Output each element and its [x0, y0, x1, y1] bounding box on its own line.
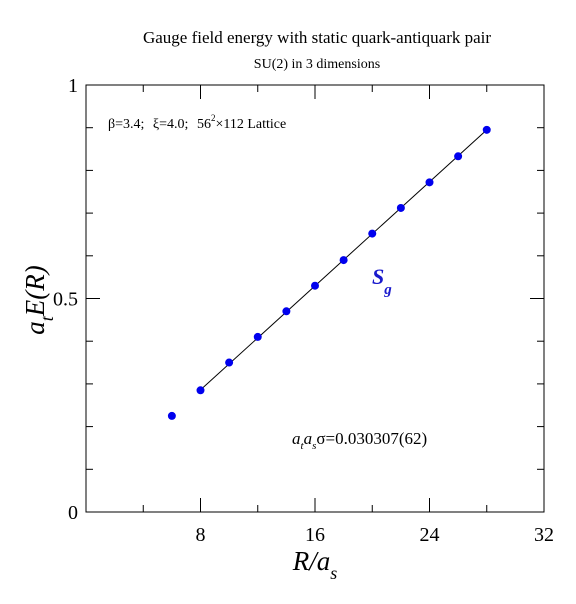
data-point [454, 152, 463, 161]
sigma-s-sub: s [312, 440, 316, 452]
lattice-base: 56 [197, 117, 211, 132]
x-tick-label: 24 [420, 524, 440, 546]
data-point [196, 386, 205, 395]
chart-title: Gauge field energy with static quark-ant… [143, 28, 491, 47]
series-label: Sg [372, 264, 392, 298]
data-point [482, 125, 491, 134]
beta-param: β=3.4; [108, 117, 144, 132]
data-point [225, 358, 234, 367]
sigma-at: a [292, 429, 301, 448]
y-axis-label: atE(R) [20, 265, 57, 334]
data-point [368, 229, 377, 238]
data-point [311, 281, 319, 290]
data-point [167, 411, 176, 420]
x-axis-label-sub: s [330, 563, 337, 583]
data-point [396, 203, 405, 212]
data-point [282, 307, 291, 316]
lattice-exponent: 2 [211, 113, 216, 123]
data-point [425, 178, 434, 187]
sigma-t-sub: t [301, 440, 305, 452]
axis-ticks [86, 85, 544, 512]
data-points [167, 125, 491, 420]
sigma-as: a [304, 429, 313, 448]
x-tick-label: 8 [196, 524, 206, 546]
x-axis-label-main: R/a [292, 546, 331, 576]
y-tick-label: 0.5 [53, 289, 78, 311]
series-label-sub: g [383, 282, 392, 298]
y-axis-label-rest: E(R) [20, 265, 50, 317]
x-axis-label: R/as [292, 546, 338, 583]
parameter-annotation: β=3.4; ξ=4.0; 562×112 Lattice [108, 113, 286, 132]
series-label-main: S [372, 264, 384, 289]
data-point [253, 332, 262, 341]
x-tick-label: 32 [534, 524, 554, 546]
y-tick-label: 0 [68, 502, 78, 524]
y-axis-label-a: a [20, 321, 50, 335]
data-point [339, 256, 348, 265]
xi-param: ξ=4.0; [153, 117, 189, 132]
axis-tick-labels: 8 16 24 32 0 0.5 1 [53, 75, 554, 546]
sigma-annotation: atasσ=0.030307(62) [292, 429, 427, 452]
sigma-value: σ=0.030307(62) [316, 429, 427, 448]
chart-subtitle: SU(2) in 3 dimensions [254, 57, 380, 72]
x-tick-label: 16 [305, 524, 325, 546]
y-tick-label: 1 [68, 75, 78, 97]
lattice-rest: ×112 Lattice [215, 117, 286, 132]
y-axis-label-t-sub: t [37, 315, 57, 321]
